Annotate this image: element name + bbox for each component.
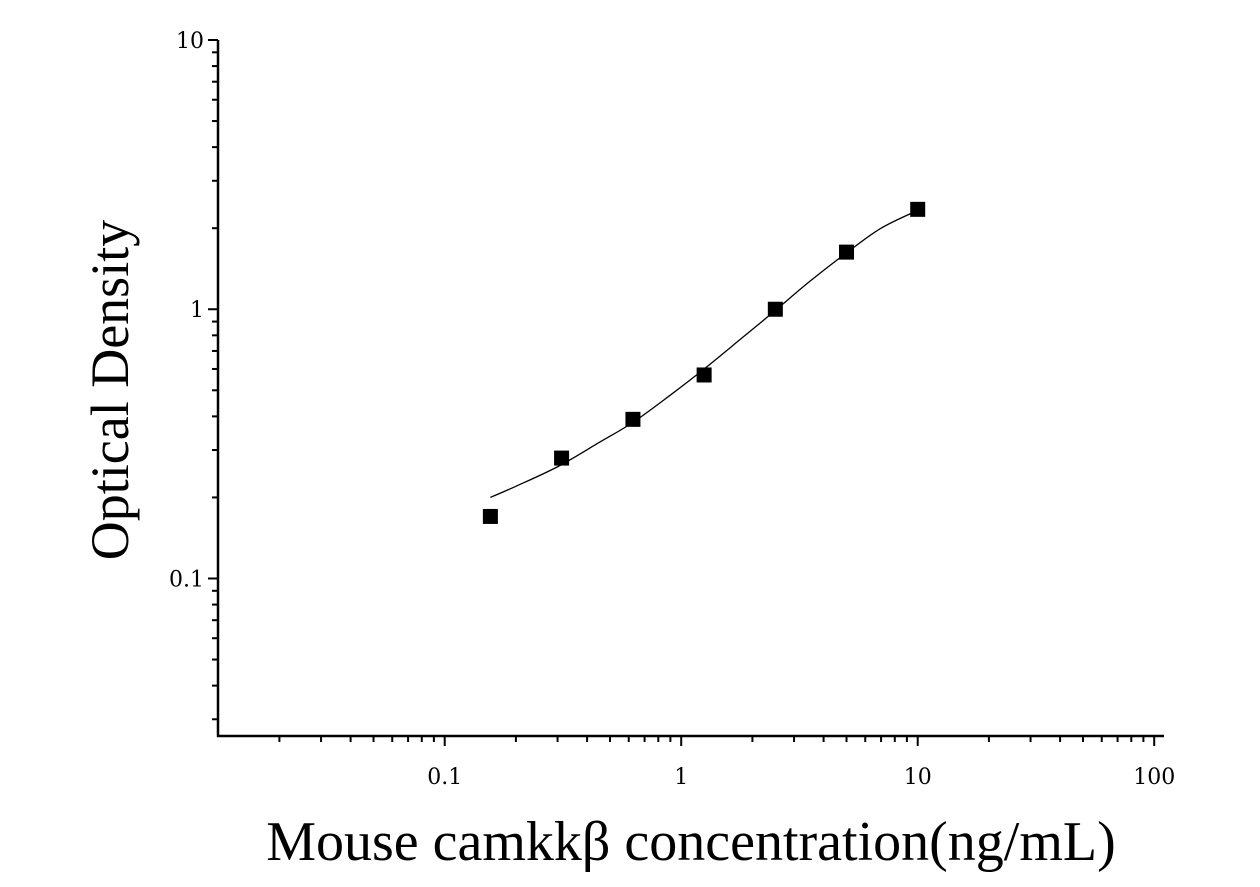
data-point <box>696 367 712 383</box>
data-point <box>767 301 783 317</box>
data-point <box>625 411 641 427</box>
data-point <box>482 508 498 524</box>
data-point <box>910 201 926 217</box>
y-tick-label: 0.1 <box>169 567 204 592</box>
y-tick-label: 1 <box>190 298 204 323</box>
x-tick-label: 100 <box>1133 765 1175 790</box>
x-tick-label: 10 <box>904 765 932 790</box>
x-axis-title: Mouse camkkβ concentration(ng/mL) <box>266 811 1116 873</box>
y-axis-title: Optical Density <box>80 220 140 560</box>
x-tick-label: 1 <box>674 765 688 790</box>
data-point <box>839 244 855 260</box>
x-tick-label: 0.1 <box>427 765 462 790</box>
plot-area: 0.1 1 10 100 0.1 1 10 <box>169 29 1175 790</box>
y-tick-label: 10 <box>176 29 204 54</box>
data-point <box>554 450 570 466</box>
